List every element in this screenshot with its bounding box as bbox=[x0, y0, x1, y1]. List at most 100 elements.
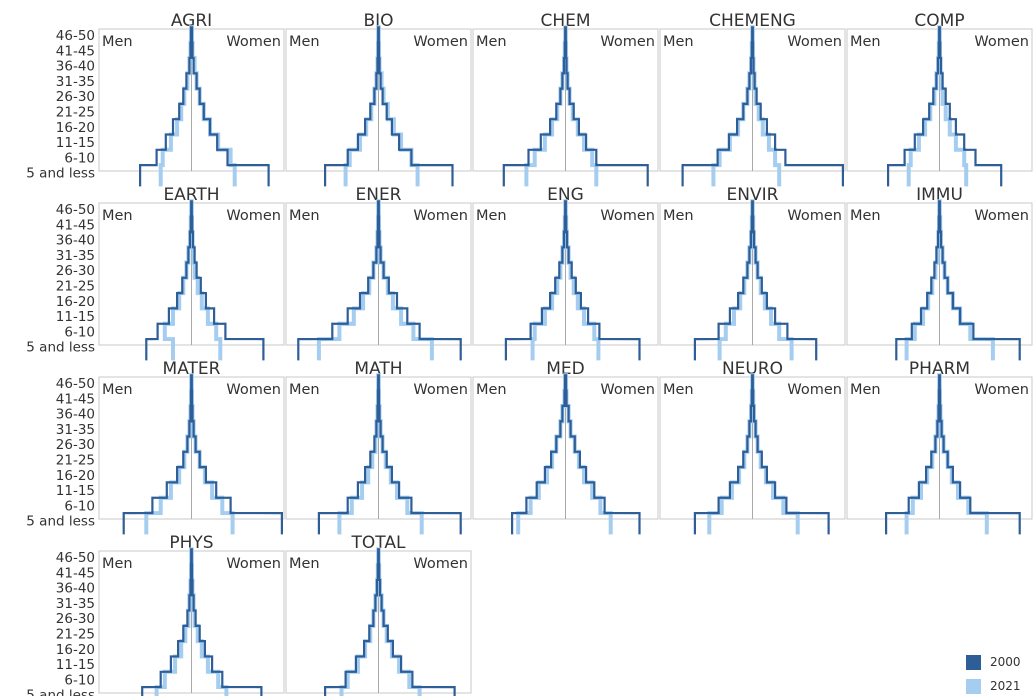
y-tick-label: 21-25 bbox=[56, 627, 95, 643]
men-label: Men bbox=[850, 208, 881, 224]
y-tick-label: 11-15 bbox=[56, 309, 95, 325]
y-tick-label: 41-45 bbox=[56, 43, 95, 59]
legend-swatch-2000 bbox=[966, 654, 981, 670]
y-tick-label: 11-15 bbox=[56, 483, 95, 499]
series-2021-men bbox=[337, 373, 381, 535]
panel-title: COMP bbox=[914, 11, 964, 31]
women-label: Women bbox=[413, 556, 468, 572]
series-2000-women bbox=[377, 200, 462, 361]
series-2021-men bbox=[906, 25, 942, 187]
y-tick-label: 31-35 bbox=[56, 248, 95, 264]
panel-title: MATH bbox=[354, 359, 402, 379]
series-2000-women bbox=[564, 26, 649, 187]
y-tick-label: 36-40 bbox=[56, 581, 95, 597]
panel-neuro: NEURO Men Women bbox=[659, 359, 846, 535]
women-label: Women bbox=[787, 382, 842, 398]
women-label: Women bbox=[226, 34, 281, 50]
panel-title: MATER bbox=[163, 359, 221, 379]
legend-label-2021: 2021 bbox=[990, 679, 1021, 693]
y-tick-label: 6-10 bbox=[64, 150, 95, 166]
women-label: Women bbox=[413, 382, 468, 398]
legend-item-2021: 2021 bbox=[966, 674, 1030, 698]
legend-swatch-2021 bbox=[966, 678, 981, 694]
panel-title: ENG bbox=[547, 185, 584, 205]
legend-label-2000: 2000 bbox=[990, 655, 1021, 669]
y-tick-label: 46-50 bbox=[56, 550, 95, 566]
series-2021-men bbox=[162, 199, 194, 361]
series-2000-men bbox=[504, 200, 567, 361]
panel-immu: IMMU Men Women bbox=[846, 185, 1033, 361]
panel-title: CHEM bbox=[540, 11, 590, 31]
panel-chemeng: CHEMENG Men Women bbox=[659, 11, 846, 187]
y-tick-label: 16-20 bbox=[56, 642, 95, 658]
series-2000-women bbox=[377, 26, 454, 187]
women-label: Women bbox=[413, 208, 468, 224]
women-label: Women bbox=[226, 208, 281, 224]
y-tick-label: 16-20 bbox=[56, 468, 95, 484]
y-tick-label: 46-50 bbox=[56, 376, 95, 392]
series-2021-men bbox=[316, 199, 381, 361]
panel-title: BIO bbox=[363, 11, 393, 31]
y-tick-label: 5 and less bbox=[26, 340, 95, 356]
panel-comp: COMP Men Women bbox=[846, 11, 1033, 187]
y-tick-label: 36-40 bbox=[56, 407, 95, 423]
legend-item-2000: 2000 bbox=[966, 650, 1030, 674]
series-2021-women bbox=[189, 547, 229, 696]
y-tick-label: 16-20 bbox=[56, 294, 95, 310]
men-label: Men bbox=[476, 382, 507, 398]
men-label: Men bbox=[289, 556, 320, 572]
y-tick-label: 36-40 bbox=[56, 233, 95, 249]
women-label: Women bbox=[226, 556, 281, 572]
panel-chem: CHEM Men Women bbox=[472, 11, 659, 187]
series-2000-men bbox=[145, 200, 193, 361]
series-2021-women bbox=[376, 199, 434, 361]
series-2000-men bbox=[324, 26, 380, 187]
y-tick-label: 5 and less bbox=[26, 166, 95, 182]
series-2021-men bbox=[711, 25, 755, 187]
y-tick-label: 21-25 bbox=[56, 453, 95, 469]
series-2000-men bbox=[324, 548, 380, 696]
y-tick-label: 26-30 bbox=[56, 89, 95, 105]
series-2021-men bbox=[516, 373, 567, 535]
panel-earth: EARTH Men Women bbox=[98, 185, 285, 361]
series-2021-men bbox=[707, 373, 755, 535]
series-2000-women bbox=[751, 374, 830, 535]
panel-bio: BIO Men Women bbox=[285, 11, 472, 187]
y-tick-label: 26-30 bbox=[56, 437, 95, 453]
panel-title: PHYS bbox=[169, 533, 213, 553]
panel-title: NEURO bbox=[722, 359, 783, 379]
series-2021-men bbox=[530, 199, 568, 361]
series-2021-women bbox=[750, 25, 782, 187]
men-label: Men bbox=[289, 34, 320, 50]
series-2000-women bbox=[377, 548, 456, 696]
y-tick-label: 41-45 bbox=[56, 565, 95, 581]
y-tick-label: 21-25 bbox=[56, 105, 95, 121]
series-2000-men bbox=[122, 374, 193, 535]
women-label: Women bbox=[787, 34, 842, 50]
series-2021-men bbox=[158, 25, 193, 187]
series-2000-men bbox=[895, 200, 941, 361]
panel-title: ENVIR bbox=[727, 185, 779, 205]
series-2000-women bbox=[190, 548, 263, 696]
series-2000-women bbox=[938, 200, 1021, 361]
series-2000-men bbox=[139, 26, 193, 187]
women-label: Women bbox=[600, 34, 655, 50]
y-tick-label: 31-35 bbox=[56, 596, 95, 612]
series-2000-women bbox=[190, 26, 270, 187]
y-tick-label: 31-35 bbox=[56, 422, 95, 438]
series-2021-women bbox=[750, 373, 800, 535]
series-2000-women bbox=[564, 374, 641, 535]
panel-pharm: PHARM Men Women bbox=[846, 359, 1033, 535]
women-label: Women bbox=[974, 34, 1029, 50]
panel-envir: ENVIR Men Women bbox=[659, 185, 846, 361]
series-2021-men bbox=[154, 547, 194, 696]
men-label: Men bbox=[102, 382, 133, 398]
y-tick-label: 6-10 bbox=[64, 672, 95, 688]
y-tick-label: 5 and less bbox=[26, 514, 95, 530]
women-label: Women bbox=[974, 382, 1029, 398]
men-label: Men bbox=[476, 208, 507, 224]
men-label: Men bbox=[102, 208, 133, 224]
y-tick-label: 46-50 bbox=[56, 28, 95, 44]
series-2000-women bbox=[938, 374, 1021, 535]
series-2021-women bbox=[750, 199, 794, 361]
